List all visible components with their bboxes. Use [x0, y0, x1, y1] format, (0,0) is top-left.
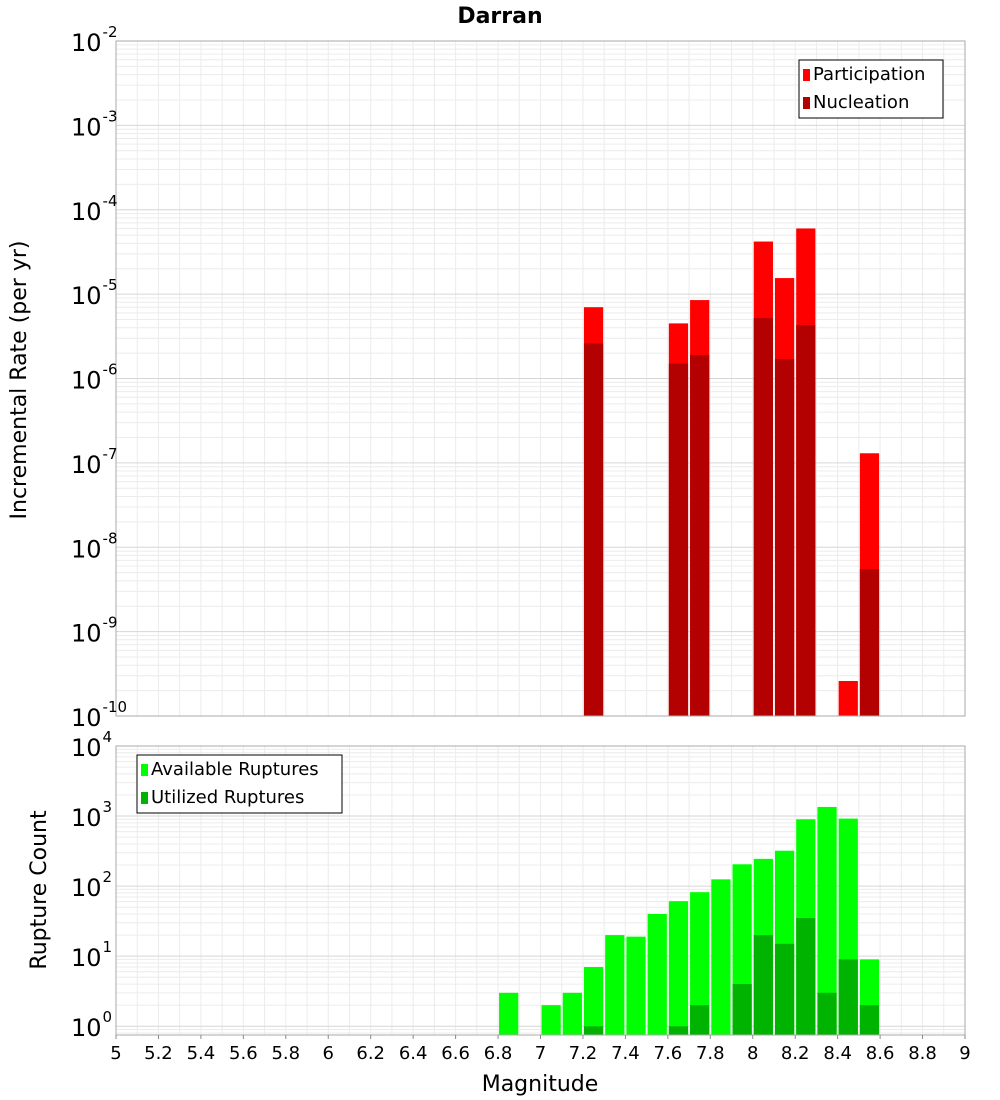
bar — [668, 363, 689, 716]
y-tick-label: 10-3 — [71, 107, 118, 141]
bar — [583, 967, 604, 1035]
x-tick-label: 8.2 — [781, 1043, 810, 1064]
bar — [774, 943, 795, 1035]
x-tick-label: 6.8 — [484, 1043, 513, 1064]
bar — [711, 879, 731, 1035]
series-available-ruptures — [499, 806, 880, 1035]
bar — [583, 343, 604, 716]
y-tick-label: 10-2 — [71, 23, 118, 57]
participation-nucleation-panel: 10-10 10-9 10-8 10-7 10-6 10-5 10-4 10-3 10-2 Par… — [71, 23, 966, 732]
x-tick-label: 6.4 — [399, 1043, 428, 1064]
x-tick-label: 8.6 — [866, 1043, 895, 1064]
bar — [838, 959, 858, 1035]
y-tick-label: 10-9 — [71, 614, 118, 648]
bar — [859, 1005, 880, 1035]
y-tick-labels: 10-10 10-9 10-8 10-7 10-6 10-5 10-4 10-3 10-2 — [71, 23, 127, 732]
legend-swatch — [803, 97, 810, 109]
x-tick-label: 5.2 — [144, 1043, 173, 1064]
plot-frame — [115, 40, 966, 717]
series-utilized-ruptures — [583, 918, 880, 1035]
x-tick-label: 9 — [959, 1043, 970, 1064]
legend-label: Nucleation — [813, 92, 909, 113]
y-tick-label: 10-6 — [71, 361, 118, 395]
legend: Participation Nucleation — [798, 59, 944, 119]
bar — [690, 892, 710, 1035]
bar — [774, 359, 795, 716]
bar — [753, 318, 773, 716]
legend-swatch — [141, 792, 148, 804]
x-tick-label: 8.4 — [823, 1043, 852, 1064]
y-tick-label: 10-5 — [71, 276, 118, 310]
x-tick-label: 8 — [747, 1043, 758, 1064]
x-axis-label: Magnitude — [482, 1072, 599, 1097]
bar — [817, 992, 837, 1035]
x-tick-label: 6 — [323, 1043, 334, 1064]
y-tick-labels: 100 101 102 103 104 — [71, 728, 112, 1042]
bar — [583, 1026, 604, 1035]
legend-box — [798, 59, 944, 119]
x-tick-labels: 5 5.2 5.4 5.6 5.8 6 6.2 6.4 6.6 6.8 7 7.2 7.4 7.6 7.8 8… — [110, 1035, 971, 1064]
x-tick-label: 5 — [110, 1043, 121, 1064]
bar — [668, 1026, 689, 1035]
x-tick-label: 7.4 — [611, 1043, 640, 1064]
x-tick-label: 6.2 — [356, 1043, 385, 1064]
y-tick-label: 103 — [71, 798, 112, 832]
x-tick-label: 6.6 — [441, 1043, 470, 1064]
bar — [838, 680, 858, 716]
bar — [647, 914, 667, 1035]
grid-lines — [115, 745, 966, 1035]
bar — [732, 984, 752, 1035]
bar — [690, 1005, 710, 1035]
rupture-count-panel: 100 101 102 103 104 Available Ruptures Utilize… — [71, 728, 971, 1064]
bar — [859, 569, 880, 716]
legend-label: Utilized Ruptures — [151, 787, 304, 808]
legend: Available Ruptures Utilized Ruptures — [136, 754, 343, 814]
x-tick-label: 8.8 — [908, 1043, 937, 1064]
bar — [626, 936, 646, 1035]
series-nucleation — [583, 318, 880, 716]
x-tick-label: 7 — [535, 1043, 546, 1064]
chart-title: Darran — [457, 4, 542, 29]
legend-swatch — [803, 69, 810, 81]
legend-label: Participation — [813, 64, 925, 85]
legend-label: Available Ruptures — [151, 759, 319, 780]
y-tick-label: 104 — [71, 728, 112, 762]
y-tick-label: 10-4 — [71, 192, 118, 226]
bar — [690, 354, 710, 716]
bar — [668, 901, 689, 1035]
bar — [499, 992, 519, 1035]
legend-box — [136, 754, 343, 814]
top-y-axis-label: Incremental Rate (per yr) — [7, 241, 32, 520]
x-tick-label: 7.8 — [696, 1043, 725, 1064]
bar — [796, 325, 816, 716]
x-tick-label: 7.6 — [654, 1043, 683, 1064]
x-tick-label: 5.8 — [271, 1043, 300, 1064]
y-tick-label: 10-8 — [71, 529, 118, 563]
y-tick-label: 101 — [71, 938, 112, 972]
bar — [562, 992, 582, 1035]
x-tick-label: 5.4 — [187, 1043, 216, 1064]
bottom-y-axis-label: Rupture Count — [27, 810, 52, 970]
y-tick-label: 10-7 — [71, 445, 118, 479]
bar — [753, 935, 773, 1035]
bar — [541, 1005, 561, 1035]
y-tick-label: 10-10 — [71, 698, 127, 732]
x-tick-label: 7.2 — [569, 1043, 598, 1064]
y-tick-label: 100 — [71, 1008, 112, 1042]
bar — [817, 806, 837, 1035]
bar — [796, 918, 816, 1035]
x-tick-label: 5.6 — [229, 1043, 258, 1064]
y-tick-label: 102 — [71, 868, 112, 902]
bar — [605, 935, 625, 1035]
grid-lines — [115, 40, 966, 717]
legend-swatch — [141, 764, 148, 776]
